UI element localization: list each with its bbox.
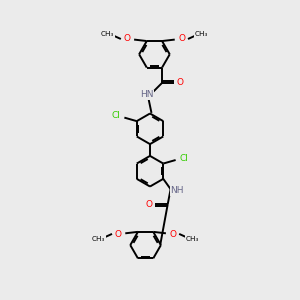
Text: NH: NH: [170, 186, 184, 195]
Text: CH₃: CH₃: [92, 236, 106, 242]
Text: O: O: [178, 34, 185, 43]
Text: Cl: Cl: [112, 111, 121, 120]
Text: HN: HN: [140, 90, 154, 99]
Text: CH₃: CH₃: [186, 236, 199, 242]
Text: O: O: [146, 200, 153, 209]
Text: Cl: Cl: [179, 154, 188, 163]
Text: O: O: [177, 78, 184, 87]
Text: O: O: [115, 230, 122, 239]
Text: O: O: [169, 230, 176, 239]
Text: CH₃: CH₃: [101, 31, 114, 37]
Text: O: O: [124, 34, 131, 43]
Text: CH₃: CH₃: [194, 31, 208, 37]
